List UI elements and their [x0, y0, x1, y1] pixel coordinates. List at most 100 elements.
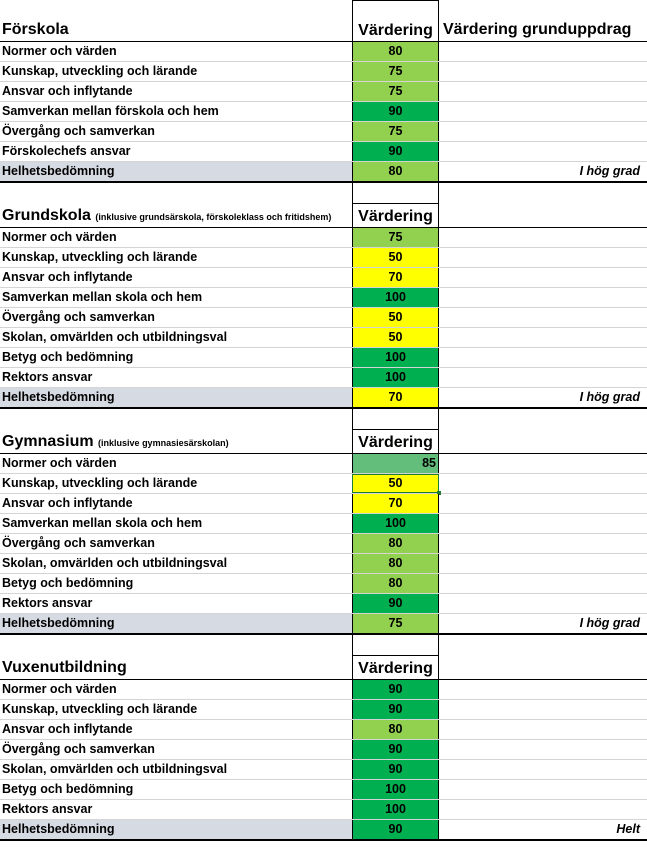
rating-value[interactable]: 90: [352, 680, 439, 699]
rating-value[interactable]: 75: [352, 82, 439, 101]
empty-cell: [439, 248, 647, 267]
rating-value[interactable]: 50: [352, 248, 439, 267]
section-header: Förskola Värdering Värdering grunduppdrag: [0, 0, 647, 42]
rating-value[interactable]: 80: [352, 42, 439, 61]
summary-grade[interactable]: I hög grad: [579, 164, 640, 178]
criterion-label[interactable]: Förskolechefs ansvar: [2, 144, 131, 158]
criterion-label[interactable]: Kunskap, utveckling och lärande: [2, 476, 198, 490]
table-row: Kunskap, utveckling och lärande 90: [0, 700, 647, 720]
summary-label[interactable]: Helhetsbedömning: [0, 388, 352, 407]
table-row: Kunskap, utveckling och lärande 75: [0, 62, 647, 82]
section-title-cell[interactable]: Vuxenutbildning: [0, 655, 352, 679]
criterion-label[interactable]: Skolan, omvärlden och utbildningsval: [2, 762, 228, 776]
criterion-label[interactable]: Normer och värden: [2, 44, 117, 58]
empty-cell: [0, 635, 352, 655]
rating-value[interactable]: 50: [352, 474, 439, 493]
empty-cell: [0, 409, 352, 429]
criterion-label[interactable]: Kunskap, utveckling och lärande: [2, 702, 198, 716]
value-header[interactable]: Värdering: [352, 655, 439, 679]
rating-value[interactable]: 100: [352, 348, 439, 367]
criterion-label[interactable]: Normer och värden: [2, 682, 117, 696]
value-header[interactable]: Värdering: [352, 203, 439, 227]
criterion-label[interactable]: Ansvar och inflytande: [2, 722, 133, 736]
section-title-cell[interactable]: Grundskola (inklusive grundsärskola, för…: [0, 203, 352, 227]
summary-value[interactable]: 75: [352, 614, 439, 633]
rating-value[interactable]: 90: [352, 700, 439, 719]
rating-value[interactable]: 50: [352, 328, 439, 347]
rating-value[interactable]: 80: [352, 554, 439, 573]
criterion-label[interactable]: Kunskap, utveckling och lärande: [2, 64, 198, 78]
section-title-cell[interactable]: Gymnasium (inklusive gymnasiesärskolan): [0, 429, 352, 453]
empty-cell: [439, 308, 647, 327]
empty-cell: [352, 183, 439, 203]
empty-cell: [352, 635, 439, 655]
rating-value[interactable]: 100: [352, 288, 439, 307]
criterion-label[interactable]: Rektors ansvar: [2, 370, 93, 384]
section-title-cell[interactable]: Förskola: [0, 0, 352, 41]
rating-value[interactable]: 70: [352, 494, 439, 513]
empty-cell: [439, 800, 647, 819]
criterion-label[interactable]: Skolan, omvärlden och utbildningsval: [2, 330, 228, 344]
summary-label[interactable]: Helhetsbedömning: [0, 820, 352, 839]
extra-header[interactable]: Värdering grunduppdrag: [443, 21, 632, 38]
rating-value[interactable]: 90: [352, 142, 439, 161]
summary-value[interactable]: 90: [352, 820, 439, 839]
criterion-label[interactable]: Övergång och samverkan: [2, 310, 155, 324]
empty-cell: [439, 228, 647, 247]
summary-label[interactable]: Helhetsbedömning: [0, 614, 352, 633]
rating-value[interactable]: 100: [352, 780, 439, 799]
criterion-label[interactable]: Kunskap, utveckling och lärande: [2, 250, 198, 264]
summary-grade[interactable]: I hög grad: [579, 390, 640, 404]
criterion-label[interactable]: Rektors ansvar: [2, 802, 93, 816]
rating-value[interactable]: 90: [352, 760, 439, 779]
selection-handle[interactable]: [437, 491, 441, 495]
empty-cell: [439, 348, 647, 367]
rating-value[interactable]: 50: [352, 308, 439, 327]
value-header[interactable]: Värdering: [352, 429, 439, 453]
criterion-label[interactable]: Övergång och samverkan: [2, 742, 155, 756]
rating-value[interactable]: 90: [352, 594, 439, 613]
rating-value[interactable]: 100: [352, 368, 439, 387]
criterion-label[interactable]: Betyg och bedömning: [2, 782, 134, 796]
criterion-label[interactable]: Samverkan mellan skola och hem: [2, 290, 203, 304]
rating-value[interactable]: 80: [352, 534, 439, 553]
value-header[interactable]: Värdering: [352, 0, 439, 41]
criterion-label[interactable]: Ansvar och inflytande: [2, 270, 133, 284]
section-title: Grundskola: [2, 207, 91, 224]
summary-row: Helhetsbedömning 70 I hög grad: [0, 388, 647, 409]
summary-label[interactable]: Helhetsbedömning: [0, 162, 352, 181]
rating-value[interactable]: 75: [352, 122, 439, 141]
criterion-label[interactable]: Övergång och samverkan: [2, 536, 155, 550]
section-header: Vuxenutbildning Värdering: [0, 655, 647, 680]
section-header: Grundskola (inklusive grundsärskola, för…: [0, 203, 647, 228]
summary-value[interactable]: 80: [352, 162, 439, 181]
rating-value[interactable]: 75: [352, 228, 439, 247]
criterion-label[interactable]: Normer och värden: [2, 230, 117, 244]
criterion-label[interactable]: Samverkan mellan förskola och hem: [2, 104, 219, 118]
criterion-label[interactable]: Övergång och samverkan: [2, 124, 155, 138]
summary-grade[interactable]: I hög grad: [579, 616, 640, 630]
summary-grade[interactable]: Helt: [616, 822, 640, 836]
criterion-label[interactable]: Ansvar och inflytande: [2, 496, 133, 510]
table-row: Normer och värden 90: [0, 680, 647, 700]
criterion-label[interactable]: Skolan, omvärlden och utbildningsval: [2, 556, 228, 570]
rating-value[interactable]: 100: [352, 800, 439, 819]
rating-value[interactable]: 90: [352, 102, 439, 121]
rating-value[interactable]: 90: [352, 740, 439, 759]
summary-value[interactable]: 70: [352, 388, 439, 407]
criterion-label[interactable]: Rektors ansvar: [2, 596, 93, 610]
rating-value[interactable]: 75: [352, 62, 439, 81]
criterion-label[interactable]: Normer och värden: [2, 456, 117, 470]
criterion-label[interactable]: Betyg och bedömning: [2, 350, 134, 364]
criterion-label[interactable]: Betyg och bedömning: [2, 576, 134, 590]
rating-value[interactable]: 80: [352, 574, 439, 593]
rating-value[interactable]: 80: [352, 720, 439, 739]
empty-cell: [439, 514, 647, 533]
rating-value[interactable]: 85: [352, 454, 439, 473]
criterion-label[interactable]: Samverkan mellan skola och hem: [2, 516, 203, 530]
criterion-label[interactable]: Ansvar och inflytande: [2, 84, 133, 98]
rating-value[interactable]: 70: [352, 268, 439, 287]
table-row: Normer och värden 85: [0, 454, 647, 474]
rating-value[interactable]: 100: [352, 514, 439, 533]
empty-cell: [439, 288, 647, 307]
